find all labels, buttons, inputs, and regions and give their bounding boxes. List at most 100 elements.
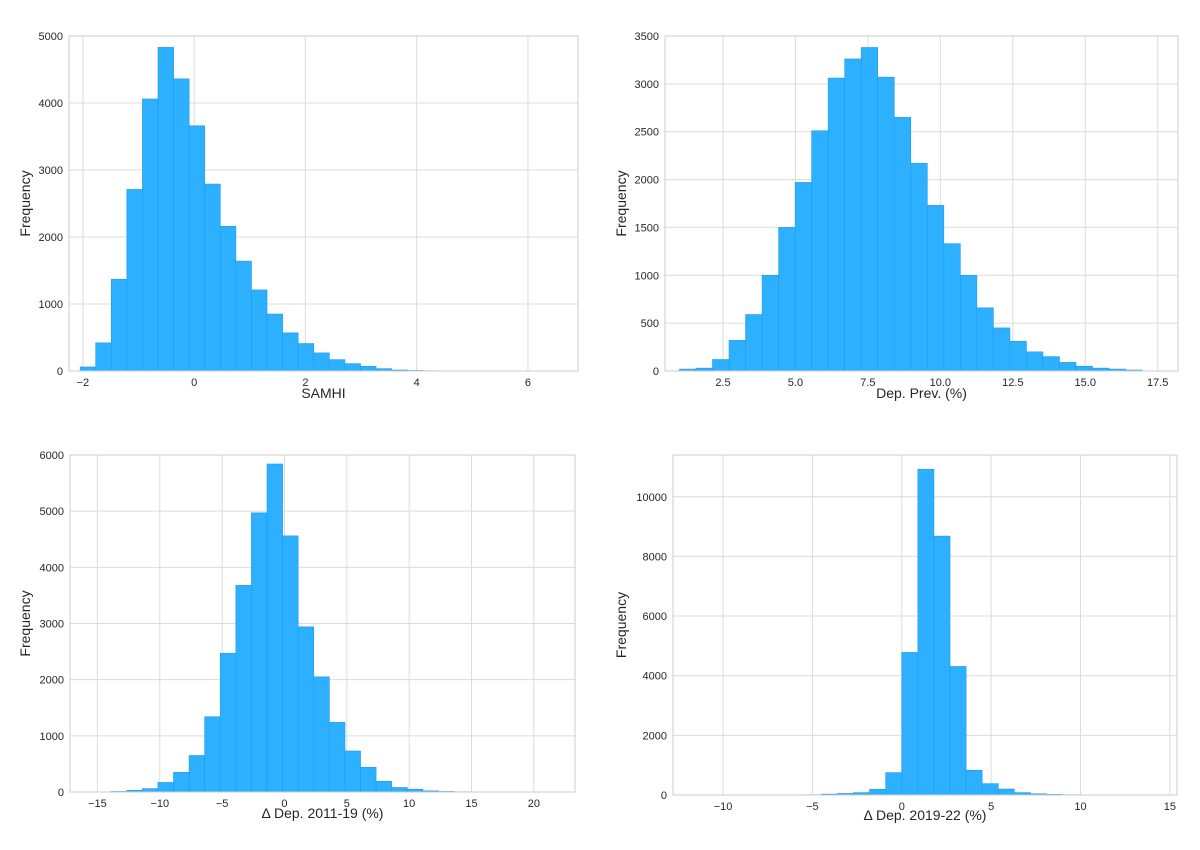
- y-tick-label: 3000: [39, 165, 63, 177]
- histogram-bar: [158, 47, 174, 371]
- y-tick-label: 5000: [40, 506, 64, 518]
- x-tick-label: 2.5: [715, 377, 730, 389]
- histogram-bar: [298, 627, 314, 792]
- y-tick-label: 3000: [635, 79, 659, 91]
- x-tick-label: 5.0: [788, 377, 803, 389]
- histogram-bar: [918, 469, 934, 795]
- x-tick-label: 17.5: [1147, 377, 1168, 389]
- y-tick-label: 2500: [635, 127, 659, 139]
- x-tick-label: −15: [88, 798, 107, 810]
- x-axis-label: Dep. Prev. (%): [876, 385, 967, 401]
- histogram-bar: [220, 653, 236, 792]
- histogram-bar: [236, 261, 252, 371]
- histogram-bar: [927, 205, 944, 371]
- histogram-bar: [993, 328, 1010, 371]
- histogram-bar: [361, 767, 377, 792]
- histogram-bar: [746, 315, 763, 371]
- histogram-bar: [267, 314, 283, 371]
- histogram-bar: [174, 79, 190, 371]
- y-tick-label: 0: [58, 787, 64, 799]
- histogram-bar: [845, 59, 862, 371]
- x-tick-label: 12.5: [1002, 377, 1023, 389]
- x-tick-label: 7.5: [860, 377, 875, 389]
- histogram-bar: [998, 789, 1014, 795]
- histogram-bar: [283, 333, 299, 371]
- histogram-bar: [966, 770, 982, 795]
- histogram-bar: [828, 78, 845, 371]
- x-tick-label: 10: [403, 798, 415, 810]
- y-tick-label: 3000: [40, 619, 64, 631]
- x-tick-label: −2: [77, 377, 90, 389]
- histogram-bar: [345, 364, 361, 371]
- x-axis-label: Δ Dep. 2019-22 (%): [864, 807, 987, 823]
- histogram-bar: [950, 666, 966, 795]
- x-tick-label: −5: [216, 798, 229, 810]
- histogram-bar: [1010, 341, 1027, 371]
- histogram-bar: [220, 226, 236, 371]
- y-tick-label: 8000: [643, 551, 667, 563]
- histogram-bar: [762, 275, 779, 371]
- histogram-bar: [911, 163, 928, 371]
- histogram-bar: [1076, 366, 1093, 371]
- histogram-bar: [329, 360, 345, 371]
- histogram-bar: [779, 227, 796, 371]
- histogram-bar: [142, 99, 158, 371]
- x-tick-label: 10: [1074, 801, 1086, 813]
- x-axis-label: Δ Dep. 2011-19 (%): [262, 805, 384, 821]
- histogram-bar: [977, 308, 994, 371]
- x-tick-label: −5: [806, 801, 819, 813]
- histogram-bar: [283, 536, 299, 792]
- histogram-bar: [894, 117, 911, 371]
- y-axis-label: Frequency: [613, 170, 629, 236]
- histogram-bar: [1059, 362, 1076, 371]
- histogram-bar: [982, 784, 998, 795]
- x-tick-label: 4: [414, 377, 420, 389]
- y-tick-label: 0: [653, 366, 659, 378]
- histogram-bar: [80, 367, 96, 371]
- histogram-bar: [267, 464, 283, 792]
- y-tick-label: 6000: [40, 450, 64, 462]
- histogram-bar: [189, 126, 205, 371]
- y-axis-label: Frequency: [17, 170, 33, 236]
- histogram-bar: [329, 722, 345, 792]
- y-tick-label: 500: [641, 318, 659, 330]
- y-tick-label: 0: [661, 790, 667, 802]
- histogram-bar: [878, 77, 895, 371]
- x-tick-label: 15: [465, 798, 477, 810]
- y-tick-label: 6000: [643, 611, 667, 623]
- histogram-bar: [870, 789, 886, 795]
- histogram-bar: [111, 279, 127, 371]
- histogram-bar: [345, 751, 361, 792]
- x-tick-label: 5: [988, 801, 994, 813]
- histogram-bar: [127, 189, 143, 371]
- histogram-bar: [795, 182, 812, 371]
- y-tick-label: 5000: [39, 31, 63, 43]
- histogram-bar: [360, 366, 376, 371]
- y-tick-label: 4000: [40, 562, 64, 574]
- x-tick-label: 15: [1164, 801, 1176, 813]
- y-axis-label: Frequency: [613, 592, 629, 658]
- x-tick-label: 15.0: [1075, 377, 1096, 389]
- y-tick-label: 1000: [39, 299, 63, 311]
- histogram-bar: [944, 244, 961, 371]
- histogram-bar: [173, 772, 189, 792]
- x-axis-label: SAMHI: [301, 385, 345, 401]
- histogram-bar: [392, 788, 408, 792]
- histogram-bar: [236, 585, 252, 792]
- x-tick-label: 6: [525, 377, 531, 389]
- x-tick-label: 0: [191, 377, 197, 389]
- histogram-bar: [205, 717, 221, 792]
- histogram-bar: [142, 789, 158, 792]
- x-tick-label: −10: [714, 801, 733, 813]
- histogram-bar: [158, 782, 174, 792]
- histogram-bar: [314, 677, 330, 792]
- y-tick-label: 2000: [643, 730, 667, 742]
- histogram-bar: [376, 781, 392, 792]
